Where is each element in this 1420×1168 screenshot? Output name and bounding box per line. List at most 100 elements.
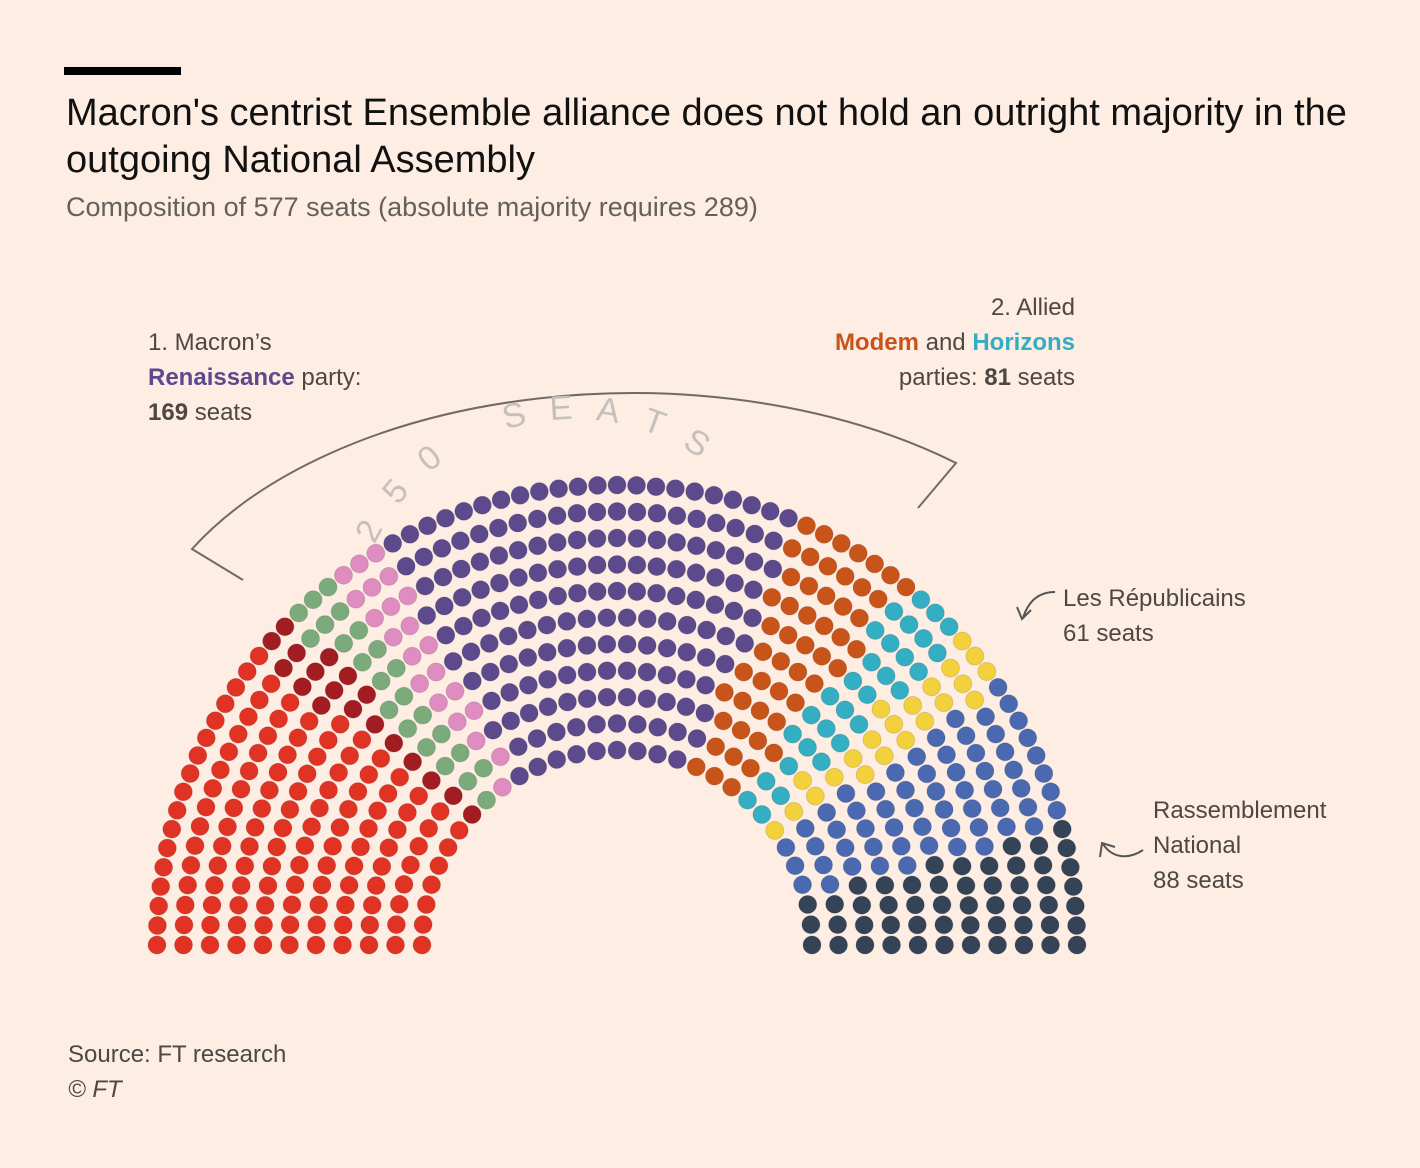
seat-group-0 bbox=[149, 896, 169, 916]
seat-group-0 bbox=[268, 762, 288, 782]
seat-group-8 bbox=[946, 762, 966, 782]
seat-group-6 bbox=[927, 643, 947, 663]
seat-group-8 bbox=[990, 798, 1010, 818]
allied-parties: parties: bbox=[898, 364, 985, 391]
seat-group-8 bbox=[814, 855, 833, 875]
seat-group-1 bbox=[357, 685, 377, 705]
seat-group-4 bbox=[577, 609, 597, 629]
seat-group-6 bbox=[816, 719, 836, 739]
seat-group-5 bbox=[722, 777, 742, 797]
seat-group-0 bbox=[386, 915, 406, 935]
seat-group-9 bbox=[1033, 855, 1053, 875]
seat-group-4 bbox=[627, 529, 647, 548]
copyright-text: © FT bbox=[68, 1076, 122, 1103]
seat-group-9 bbox=[934, 915, 954, 935]
seat-group-8 bbox=[876, 799, 896, 819]
seat-group-0 bbox=[185, 836, 205, 856]
seat-group-8 bbox=[917, 764, 937, 784]
seat-group-0 bbox=[352, 730, 372, 750]
seat-group-0 bbox=[252, 799, 272, 819]
allied-seat-word: seats bbox=[1010, 364, 1075, 391]
seat-group-7 bbox=[793, 771, 813, 790]
seat-group-4 bbox=[453, 616, 473, 636]
seat-group-0 bbox=[317, 856, 337, 875]
modem-name: Modem bbox=[834, 329, 919, 356]
seat-group-6 bbox=[884, 602, 904, 621]
seat-group-4 bbox=[557, 692, 577, 712]
seat-group-6 bbox=[849, 714, 869, 734]
seat-group-4 bbox=[418, 516, 437, 536]
seat-group-0 bbox=[312, 875, 332, 895]
seat-group-9 bbox=[798, 895, 818, 914]
seat-group-4 bbox=[607, 581, 627, 601]
seat-group-4 bbox=[577, 662, 597, 682]
seat-group-3 bbox=[349, 554, 369, 574]
rn-line1: Rassemblement bbox=[1153, 797, 1327, 824]
seat-group-4 bbox=[400, 524, 420, 544]
seat-group-4 bbox=[607, 475, 627, 495]
seat-group-6 bbox=[798, 737, 817, 757]
seat-group-5 bbox=[848, 543, 868, 563]
seat-group-6 bbox=[876, 666, 896, 686]
seat-group-2 bbox=[431, 724, 451, 744]
seat-group-2 bbox=[371, 671, 391, 691]
seat-group-2 bbox=[394, 686, 414, 706]
seat-group-8 bbox=[805, 836, 825, 856]
seat-group-0 bbox=[219, 742, 239, 762]
seat-group-6 bbox=[890, 680, 910, 700]
seat-group-8 bbox=[934, 800, 954, 819]
seat-group-9 bbox=[852, 895, 872, 915]
seat-group-4 bbox=[537, 642, 557, 662]
seat-group-0 bbox=[310, 798, 329, 818]
seat-group-9 bbox=[956, 876, 976, 896]
seat-group-7 bbox=[843, 749, 863, 768]
seat-group-4 bbox=[488, 518, 508, 538]
horizons-name: Horizons bbox=[972, 329, 1075, 356]
seat-group-0 bbox=[319, 780, 338, 800]
seat-group-9 bbox=[1065, 896, 1085, 916]
seat-group-4 bbox=[510, 766, 529, 786]
seat-group-1 bbox=[384, 733, 404, 753]
seat-group-4 bbox=[627, 741, 647, 761]
seat-group-0 bbox=[208, 856, 228, 876]
seat-group-7 bbox=[934, 693, 954, 713]
seat-group-4 bbox=[567, 557, 587, 577]
seat-group-4 bbox=[617, 608, 637, 628]
seat-group-4 bbox=[646, 477, 666, 497]
seat-group-0 bbox=[359, 819, 378, 838]
seat-group-9 bbox=[881, 915, 901, 935]
seat-group-4 bbox=[617, 661, 637, 681]
seat-group-0 bbox=[258, 726, 278, 746]
seat-group-0 bbox=[289, 855, 309, 875]
seat-group-0 bbox=[401, 855, 420, 875]
seat-group-4 bbox=[676, 669, 696, 689]
seat-group-0 bbox=[200, 935, 220, 955]
seat-group-1 bbox=[275, 617, 295, 637]
seat-group-0 bbox=[235, 856, 255, 876]
seat-group-4 bbox=[500, 682, 520, 702]
seat-group-0 bbox=[212, 836, 232, 856]
seat-group-0 bbox=[280, 800, 300, 819]
seat-group-4 bbox=[529, 482, 549, 502]
seat-group-9 bbox=[959, 895, 979, 915]
seat-group-0 bbox=[386, 935, 405, 955]
seat-group-4 bbox=[454, 501, 474, 521]
seat-group-9 bbox=[907, 915, 927, 935]
seat-group-4 bbox=[725, 546, 745, 565]
seat-group-9 bbox=[908, 935, 928, 955]
seat-group-4 bbox=[742, 495, 762, 515]
rn-annotation: Rassemblement National 88 seats bbox=[1153, 793, 1326, 898]
seat-group-9 bbox=[1067, 916, 1087, 935]
seat-group-0 bbox=[262, 856, 282, 876]
seat-group-4 bbox=[517, 620, 537, 640]
seat-group-6 bbox=[801, 705, 821, 725]
seat-group-4 bbox=[482, 691, 501, 711]
seat-group-8 bbox=[866, 782, 886, 802]
seat-group-9 bbox=[1006, 856, 1026, 876]
bracket-label-char: A bbox=[594, 390, 622, 431]
seat-group-8 bbox=[941, 818, 961, 838]
seat-group-4 bbox=[528, 536, 548, 556]
seat-group-4 bbox=[657, 638, 677, 658]
seat-group-0 bbox=[248, 743, 268, 763]
